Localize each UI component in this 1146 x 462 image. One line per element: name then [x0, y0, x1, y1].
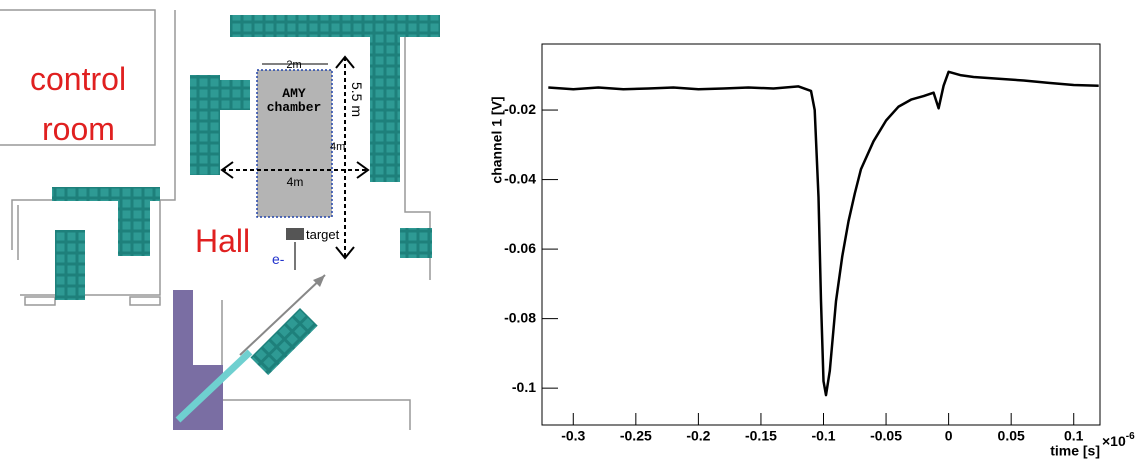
y-axis-label: channel 1 [V]: [489, 96, 505, 183]
x-tick-label: -0.25: [620, 428, 652, 444]
x-tick-label: -0.3: [561, 428, 585, 444]
x-tick-label: -0.05: [870, 428, 902, 444]
beam-label: e-: [272, 251, 285, 267]
y-tick-label: -0.08: [504, 309, 536, 325]
x-axis-label: time [s]: [1050, 443, 1100, 459]
waveform: [548, 70, 1099, 397]
chart: channel 1 [V] time [s] ×10-6 -0.3 -0.25 -0…: [489, 43, 1135, 459]
target-label: target: [306, 227, 340, 242]
chamber: [256, 69, 333, 218]
y-tick-label: -0.04: [504, 170, 536, 186]
beam-arrow: [313, 275, 325, 287]
y-tick-label: -0.06: [504, 240, 536, 256]
x-tick-label: -0.2: [686, 428, 710, 444]
x-tick-label: -0.1: [811, 428, 835, 444]
room-label: room: [42, 111, 115, 147]
room-label: control: [30, 61, 126, 97]
hall-label: Hall: [195, 223, 250, 259]
y-tick-label: -0.1: [512, 379, 536, 395]
dimension-label: 4m: [287, 175, 304, 189]
shield-blocks: [52, 15, 440, 376]
x-tick-label: 0.05: [998, 428, 1025, 444]
chamber-label: chamber: [267, 100, 322, 115]
dimension-label: 4m: [330, 141, 345, 153]
chamber-label: AMY: [282, 86, 306, 101]
x-tick-label: -0.15: [745, 428, 777, 444]
x-scale-label: ×10-6: [1102, 431, 1135, 449]
x-tick-label: 0.1: [1064, 428, 1084, 444]
dimension-label: 5.5 m: [349, 82, 365, 117]
beam-pipe: [175, 349, 253, 423]
x-tick-label: 0: [945, 428, 953, 444]
plan-labels: control room Hall AMY chamber 2m 5.5 m 4…: [30, 59, 365, 267]
plot-frame: [541, 43, 1101, 426]
dimension-label: 2m: [286, 59, 301, 71]
purple-blocks: [173, 290, 223, 430]
x-scale-base: ×10: [1102, 433, 1126, 449]
y-tick-label: -0.02: [504, 101, 536, 117]
beam-line: [239, 274, 326, 356]
floor-plan: control room Hall AMY chamber 2m 5.5 m 4…: [0, 9, 440, 430]
dimension-arrows: [220, 55, 370, 260]
x-scale-exponent: -6: [1126, 431, 1135, 442]
target: [286, 228, 304, 240]
